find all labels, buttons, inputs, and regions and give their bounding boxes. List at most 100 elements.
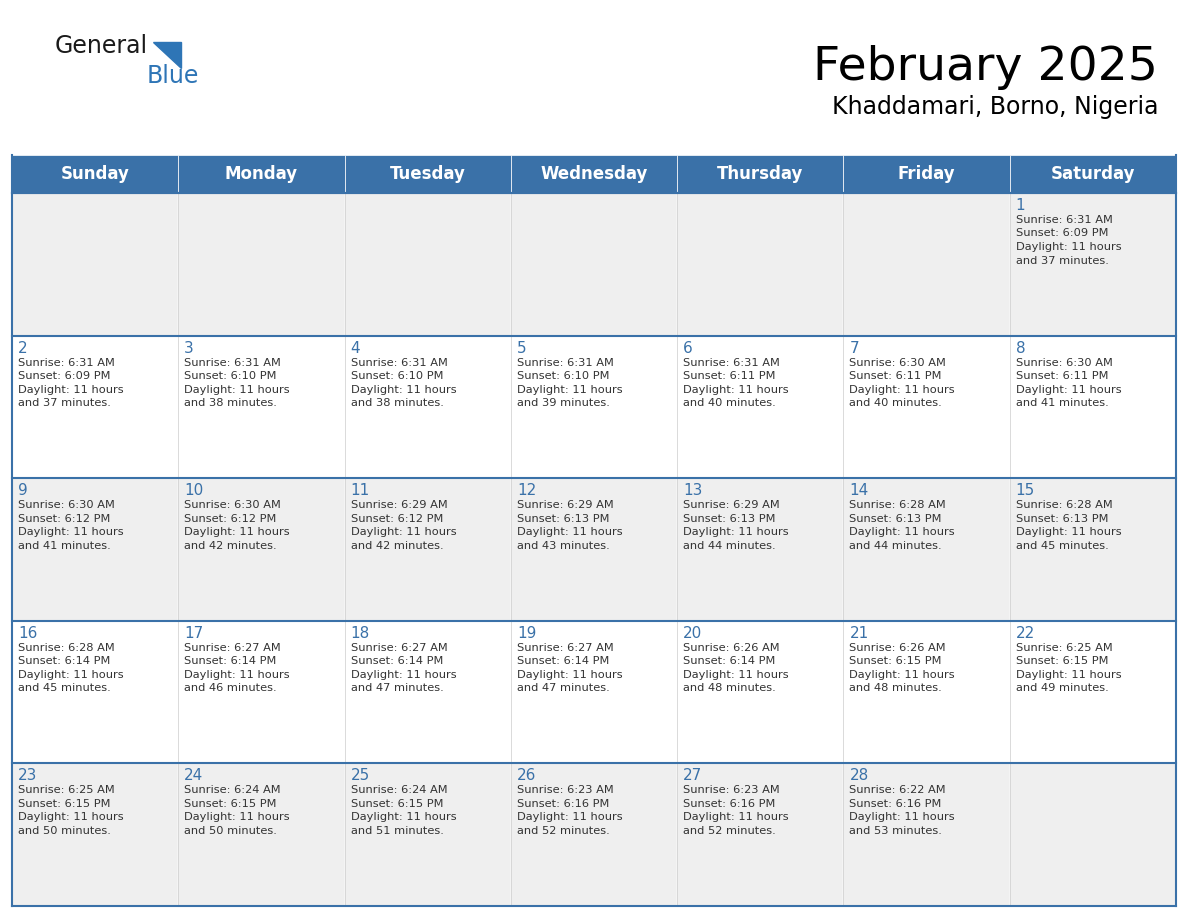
Text: Sunset: 6:13 PM: Sunset: 6:13 PM xyxy=(1016,514,1108,523)
Bar xyxy=(677,193,843,336)
Text: Daylight: 11 hours: Daylight: 11 hours xyxy=(184,527,290,537)
Text: 23: 23 xyxy=(18,768,37,783)
Text: Sunrise: 6:30 AM: Sunrise: 6:30 AM xyxy=(184,500,282,510)
Text: Daylight: 11 hours: Daylight: 11 hours xyxy=(18,812,124,823)
Text: Sunrise: 6:27 AM: Sunrise: 6:27 AM xyxy=(350,643,448,653)
Text: Thursday: Thursday xyxy=(718,165,803,183)
Bar xyxy=(12,193,178,336)
Text: Daylight: 11 hours: Daylight: 11 hours xyxy=(1016,527,1121,537)
Bar xyxy=(178,621,345,764)
Text: Daylight: 11 hours: Daylight: 11 hours xyxy=(683,527,789,537)
Text: Daylight: 11 hours: Daylight: 11 hours xyxy=(350,527,456,537)
Text: and 48 minutes.: and 48 minutes. xyxy=(683,683,776,693)
Bar xyxy=(843,336,1010,478)
Text: Sunrise: 6:29 AM: Sunrise: 6:29 AM xyxy=(350,500,448,510)
Text: Sunrise: 6:30 AM: Sunrise: 6:30 AM xyxy=(1016,358,1113,367)
Text: Daylight: 11 hours: Daylight: 11 hours xyxy=(517,812,623,823)
Text: Daylight: 11 hours: Daylight: 11 hours xyxy=(683,812,789,823)
Bar xyxy=(12,764,178,906)
Text: Sunrise: 6:24 AM: Sunrise: 6:24 AM xyxy=(350,786,447,795)
Text: Daylight: 11 hours: Daylight: 11 hours xyxy=(1016,670,1121,680)
Text: Sunset: 6:09 PM: Sunset: 6:09 PM xyxy=(18,371,110,381)
Text: 4: 4 xyxy=(350,341,360,355)
Text: Daylight: 11 hours: Daylight: 11 hours xyxy=(1016,385,1121,395)
Bar xyxy=(843,621,1010,764)
Text: and 37 minutes.: and 37 minutes. xyxy=(1016,255,1108,265)
Text: Sunrise: 6:30 AM: Sunrise: 6:30 AM xyxy=(18,500,115,510)
Text: and 43 minutes.: and 43 minutes. xyxy=(517,541,609,551)
Text: 25: 25 xyxy=(350,768,369,783)
Text: and 47 minutes.: and 47 minutes. xyxy=(350,683,443,693)
Text: Sunrise: 6:25 AM: Sunrise: 6:25 AM xyxy=(18,786,115,795)
Text: Daylight: 11 hours: Daylight: 11 hours xyxy=(849,670,955,680)
Text: and 45 minutes.: and 45 minutes. xyxy=(18,683,110,693)
Text: Saturday: Saturday xyxy=(1050,165,1135,183)
Text: Sunset: 6:11 PM: Sunset: 6:11 PM xyxy=(683,371,776,381)
Text: and 51 minutes.: and 51 minutes. xyxy=(350,826,443,836)
Bar xyxy=(843,764,1010,906)
Text: Sunrise: 6:28 AM: Sunrise: 6:28 AM xyxy=(1016,500,1112,510)
Text: Sunrise: 6:29 AM: Sunrise: 6:29 AM xyxy=(517,500,614,510)
Text: and 44 minutes.: and 44 minutes. xyxy=(849,541,942,551)
Text: Daylight: 11 hours: Daylight: 11 hours xyxy=(683,670,789,680)
Text: Sunset: 6:12 PM: Sunset: 6:12 PM xyxy=(18,514,110,523)
Text: 24: 24 xyxy=(184,768,203,783)
Bar xyxy=(12,621,178,764)
Text: 12: 12 xyxy=(517,483,536,498)
Bar xyxy=(677,764,843,906)
Text: and 38 minutes.: and 38 minutes. xyxy=(184,398,277,409)
Text: Sunset: 6:14 PM: Sunset: 6:14 PM xyxy=(350,656,443,666)
Bar xyxy=(178,193,345,336)
Polygon shape xyxy=(153,42,181,68)
Text: Sunrise: 6:27 AM: Sunrise: 6:27 AM xyxy=(184,643,282,653)
Text: 15: 15 xyxy=(1016,483,1035,498)
Text: Sunrise: 6:28 AM: Sunrise: 6:28 AM xyxy=(849,500,946,510)
Text: Daylight: 11 hours: Daylight: 11 hours xyxy=(184,812,290,823)
Bar xyxy=(511,764,677,906)
Text: and 41 minutes.: and 41 minutes. xyxy=(1016,398,1108,409)
Bar xyxy=(1010,193,1176,336)
Text: and 47 minutes.: and 47 minutes. xyxy=(517,683,609,693)
Text: Sunrise: 6:23 AM: Sunrise: 6:23 AM xyxy=(517,786,614,795)
Text: 3: 3 xyxy=(184,341,194,355)
Text: 7: 7 xyxy=(849,341,859,355)
Text: Sunset: 6:15 PM: Sunset: 6:15 PM xyxy=(1016,656,1108,666)
Text: Sunset: 6:15 PM: Sunset: 6:15 PM xyxy=(849,656,942,666)
Bar xyxy=(178,336,345,478)
Text: Sunrise: 6:26 AM: Sunrise: 6:26 AM xyxy=(683,643,779,653)
Text: Daylight: 11 hours: Daylight: 11 hours xyxy=(18,385,124,395)
Text: and 39 minutes.: and 39 minutes. xyxy=(517,398,609,409)
Text: Sunrise: 6:27 AM: Sunrise: 6:27 AM xyxy=(517,643,614,653)
Text: Sunrise: 6:26 AM: Sunrise: 6:26 AM xyxy=(849,643,946,653)
Text: Daylight: 11 hours: Daylight: 11 hours xyxy=(184,670,290,680)
Bar xyxy=(345,621,511,764)
Text: Sunrise: 6:22 AM: Sunrise: 6:22 AM xyxy=(849,786,946,795)
Text: Sunset: 6:09 PM: Sunset: 6:09 PM xyxy=(1016,229,1108,239)
Text: 28: 28 xyxy=(849,768,868,783)
Text: Sunday: Sunday xyxy=(61,165,129,183)
Bar xyxy=(178,764,345,906)
Text: 13: 13 xyxy=(683,483,702,498)
Text: 14: 14 xyxy=(849,483,868,498)
Text: Daylight: 11 hours: Daylight: 11 hours xyxy=(683,385,789,395)
Bar xyxy=(677,478,843,621)
Bar xyxy=(1010,155,1176,193)
Bar xyxy=(1010,621,1176,764)
Text: 10: 10 xyxy=(184,483,203,498)
Text: Monday: Monday xyxy=(225,165,298,183)
Bar xyxy=(511,478,677,621)
Text: Blue: Blue xyxy=(147,64,200,88)
Text: Sunset: 6:14 PM: Sunset: 6:14 PM xyxy=(683,656,776,666)
Bar xyxy=(511,193,677,336)
Text: Daylight: 11 hours: Daylight: 11 hours xyxy=(517,385,623,395)
Text: Sunset: 6:16 PM: Sunset: 6:16 PM xyxy=(849,799,942,809)
Text: Daylight: 11 hours: Daylight: 11 hours xyxy=(350,812,456,823)
Text: Daylight: 11 hours: Daylight: 11 hours xyxy=(517,670,623,680)
Text: 1: 1 xyxy=(1016,198,1025,213)
Text: and 42 minutes.: and 42 minutes. xyxy=(350,541,443,551)
Bar xyxy=(12,155,178,193)
Bar xyxy=(677,621,843,764)
Bar xyxy=(178,155,345,193)
Text: and 52 minutes.: and 52 minutes. xyxy=(683,826,776,836)
Text: Sunset: 6:10 PM: Sunset: 6:10 PM xyxy=(517,371,609,381)
